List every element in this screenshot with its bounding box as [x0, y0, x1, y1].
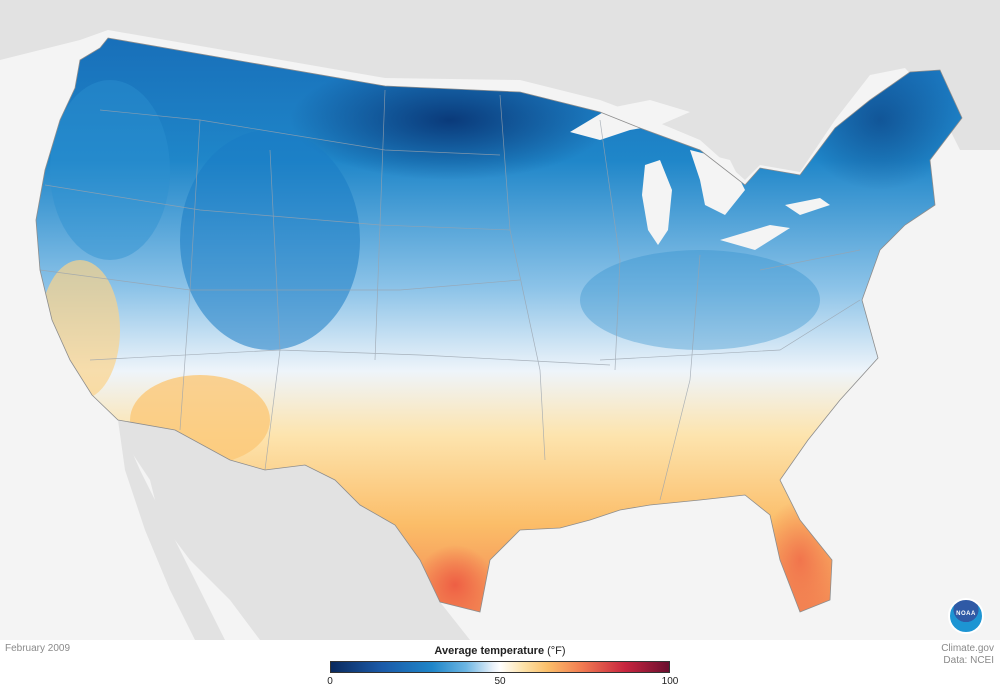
lake-michigan — [642, 160, 672, 245]
legend-tick-mid: 50 — [494, 676, 506, 687]
legend-tick-min: 0 — [327, 676, 333, 687]
mexico-land — [118, 420, 470, 640]
state-borders — [39, 89, 861, 501]
conus-outline — [35, 37, 963, 613]
noaa-logo-text: NOAA — [956, 611, 976, 617]
date-label: February 2009 — [5, 643, 71, 654]
legend-tick-max: 100 — [661, 676, 679, 687]
legend-colorbar — [330, 661, 670, 673]
temperature-map — [0, 0, 1000, 640]
lake-superior — [570, 100, 690, 140]
canada-land — [0, 0, 1000, 180]
footer-bar: February 2009 Average temperature (°F) 0… — [0, 640, 1000, 690]
lake-erie — [720, 225, 790, 250]
credits: Climate.gov Data: NCEI — [941, 643, 994, 667]
legend-title-text: Average temperature — [434, 645, 545, 657]
credit-data-source: Data: NCEI — [943, 655, 994, 666]
lake-huron — [690, 150, 745, 215]
credit-climate-gov: Climate.gov — [941, 643, 994, 654]
lake-ontario — [785, 198, 830, 215]
noaa-logo: NOAA — [948, 598, 984, 634]
legend-unit: (°F) — [547, 645, 566, 657]
legend-title: Average temperature (°F) — [330, 645, 670, 657]
map-canvas: NOAA — [0, 0, 1000, 640]
